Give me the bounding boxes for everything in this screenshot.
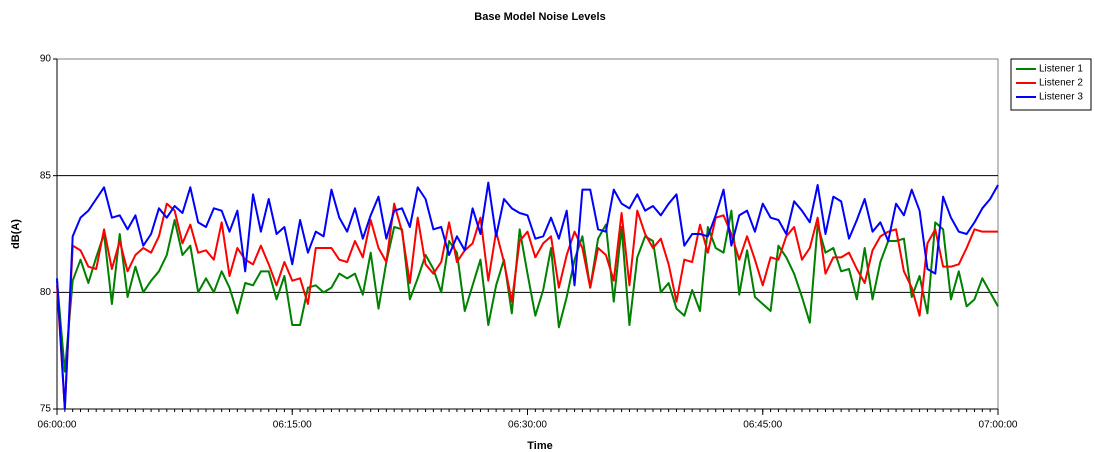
y-tick-label: 85 bbox=[40, 170, 52, 181]
x-axis-label: Time bbox=[527, 440, 552, 452]
legend-label: Listener 2 bbox=[1039, 78, 1083, 89]
x-tick-label: 07:00:00 bbox=[979, 420, 1018, 431]
x-tick-label: 06:00:00 bbox=[38, 420, 77, 431]
x-tick-label: 06:30:00 bbox=[508, 420, 547, 431]
legend-label: Listener 3 bbox=[1039, 92, 1083, 103]
y-tick-label: 75 bbox=[40, 404, 52, 415]
series-line bbox=[56, 209, 999, 373]
x-tick-label: 06:45:00 bbox=[743, 420, 782, 431]
series-line bbox=[56, 181, 999, 410]
legend-label: Listener 1 bbox=[1039, 64, 1083, 75]
y-tick-label: 80 bbox=[40, 287, 52, 298]
y-tick-label: 90 bbox=[40, 54, 52, 65]
y-axis-label: dB(A) bbox=[10, 219, 22, 249]
series-line bbox=[56, 202, 998, 410]
chart-title: Base Model Noise Levels bbox=[474, 11, 605, 23]
x-tick-label: 06:15:00 bbox=[273, 420, 312, 431]
legend bbox=[1010, 58, 1092, 111]
